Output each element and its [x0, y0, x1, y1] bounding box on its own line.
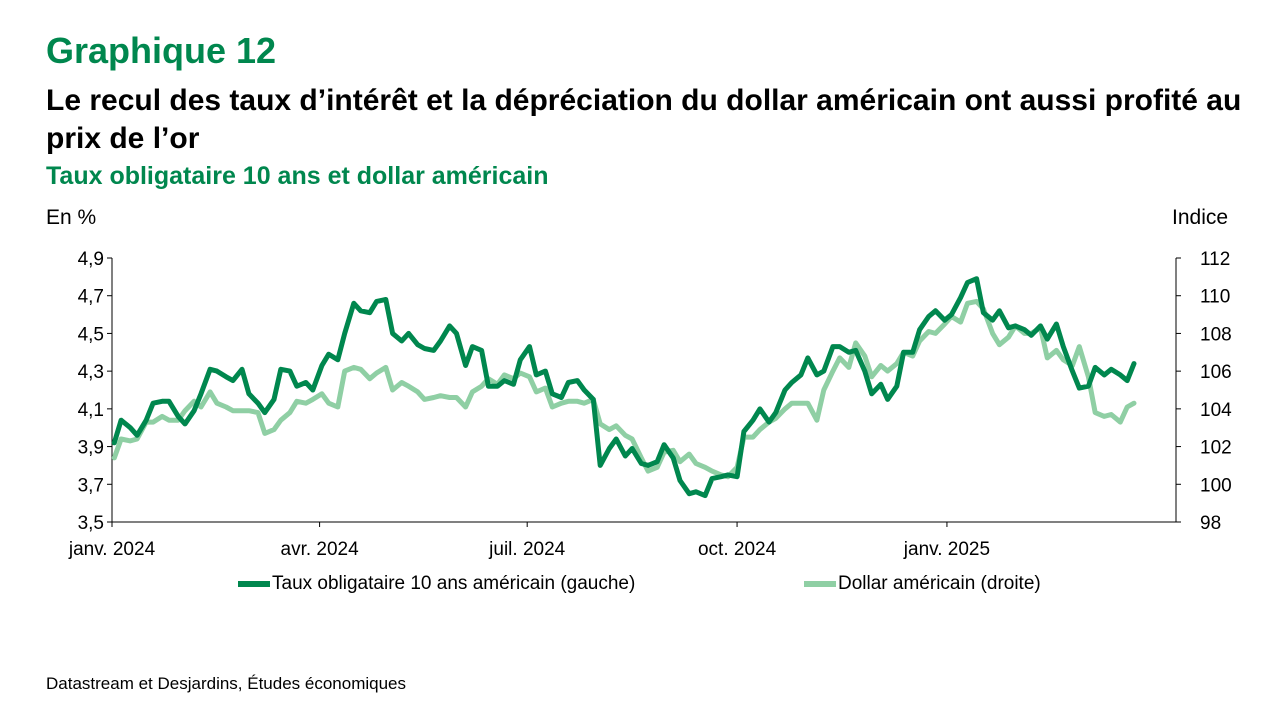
y-left-tick-label: 4,7 — [78, 287, 104, 308]
chart-subtitle: Taux obligataire 10 ans et dollar améric… — [46, 162, 549, 190]
y-right-tick-label: 102 — [1200, 438, 1232, 459]
series-lines — [111, 276, 1137, 499]
legend-swatch-dollar — [804, 581, 836, 587]
dollar-index-line — [111, 298, 1137, 480]
y-right-tick-label: 104 — [1200, 400, 1232, 421]
legend-label-bond: Taux obligataire 10 ans américain (gauch… — [272, 573, 636, 594]
tick-labels: 4,9 4,7 4,5 4,3 4,1 3,9 3,7 3,5 112 110 108 106 104 1… — [68, 249, 1232, 560]
x-tick-label: janv. 2024 — [68, 539, 156, 560]
y-right-tick-label: 112 — [1200, 249, 1230, 270]
x-tick-label: janv. 2025 — [903, 539, 990, 560]
y-left-tick-label: 3,9 — [78, 438, 104, 459]
legend-swatch-bond — [238, 581, 270, 587]
y-left-tick-label: 3,7 — [78, 475, 104, 496]
y-left-tick-label: 4,3 — [78, 362, 104, 383]
y-right-tick-label: 98 — [1200, 513, 1221, 534]
y-right-tick-label: 110 — [1200, 287, 1230, 308]
right-axis-unit: Indice — [1172, 206, 1229, 229]
y-left-tick-label: 3,5 — [78, 513, 104, 534]
chart-title: Le recul des taux d’intérêt et la dépréc… — [46, 84, 1242, 155]
x-tick-label: avr. 2024 — [281, 539, 360, 560]
y-right-tick-label: 108 — [1200, 324, 1232, 345]
legend-item-bond: Taux obligataire 10 ans américain (gauch… — [238, 573, 635, 595]
y-right-tick-label: 100 — [1200, 475, 1232, 496]
legend-label-dollar: Dollar américain (droite) — [838, 573, 1041, 594]
bond-yield-line — [111, 276, 1137, 499]
axes — [107, 257, 1181, 527]
x-tick-label: oct. 2024 — [698, 539, 777, 560]
source-note: Datastream et Desjardins, Études économi… — [46, 674, 407, 693]
y-left-tick-label: 4,5 — [78, 324, 104, 345]
legend-item-dollar: Dollar américain (droite) — [804, 573, 1041, 595]
left-axis-unit: En % — [46, 206, 97, 229]
y-right-tick-label: 106 — [1200, 362, 1232, 383]
chart-kicker: Graphique 12 — [46, 30, 277, 71]
y-left-tick-label: 4,1 — [78, 400, 104, 421]
x-tick-label: juil. 2024 — [488, 539, 565, 560]
y-left-tick-label: 4,9 — [78, 249, 104, 270]
